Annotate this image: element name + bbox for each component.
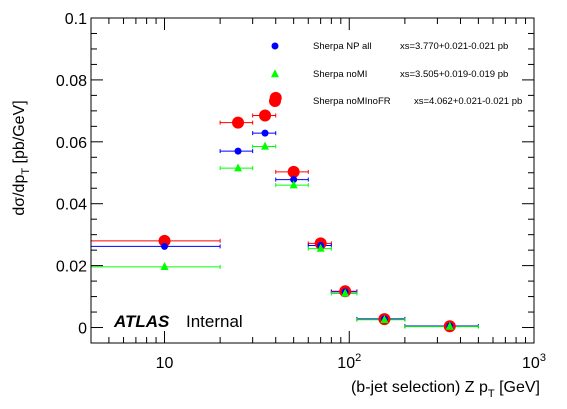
x-axis-ticks: 10 102 103 <box>90 18 546 372</box>
x-axis-title: (b-jet selection) Z pT [GeV] <box>351 379 540 400</box>
data-point <box>160 262 169 271</box>
data-point <box>161 242 169 250</box>
x-tick-label-exponent: 2 <box>355 352 361 364</box>
legend-series-name: Sherpa NP all <box>313 41 371 52</box>
legend-marker <box>271 69 279 78</box>
data-point <box>232 116 245 129</box>
data-point <box>445 321 454 330</box>
x-tick-label: 10 <box>156 355 174 372</box>
atlas-label: ATLAS <box>113 312 170 331</box>
legend-series-name: Sherpa noMI <box>313 69 367 80</box>
x-tick-label-base: 10 <box>522 355 540 372</box>
data-point <box>380 314 389 323</box>
y-tick-label: 0.06 <box>56 135 87 152</box>
plot-frame <box>90 17 535 344</box>
legend-cross-section: xs=3.770+0.021-0.021 pb <box>400 41 508 52</box>
y-tick-label: 0.02 <box>56 259 87 276</box>
data-point <box>234 163 243 172</box>
data-point <box>261 141 270 150</box>
data-point <box>261 129 269 137</box>
data-point <box>316 243 325 252</box>
data-point <box>289 180 298 189</box>
x-tick-label: 102 <box>337 352 361 372</box>
legend-cross-section: xs=3.505+0.019-0.019 pb <box>400 69 508 80</box>
y-tick-label: 0.04 <box>56 197 87 214</box>
y-axis-title: dσ/dpT [pb/GeV] <box>11 100 32 215</box>
data-point <box>290 176 298 184</box>
x-tick-label-base: 10 <box>156 355 174 372</box>
internal-label: Internal <box>186 312 243 331</box>
x-tick-label: 103 <box>522 352 546 372</box>
x-tick-label-exponent: 3 <box>540 352 546 364</box>
y-tick-label: 0.1 <box>65 11 87 28</box>
data-point <box>287 165 300 178</box>
legend-series-name: Sherpa noMInoFR <box>313 96 391 107</box>
data-markers <box>158 91 456 333</box>
data-point <box>259 109 272 122</box>
data-point <box>341 288 350 297</box>
y-tick-label: 0.08 <box>56 73 87 90</box>
x-tick-label-base: 10 <box>337 355 355 372</box>
legend-marker <box>269 95 281 107</box>
y-tick-label: 0 <box>78 321 87 338</box>
data-point <box>234 147 242 155</box>
data-point <box>158 234 171 247</box>
legend-cross-section: xs=4.062+0.021-0.021 pb <box>414 96 522 107</box>
y-axis-ticks: 0 0.02 0.04 0.06 0.08 0.1 <box>56 11 534 344</box>
legend: Sherpa NP all xs=3.770+0.021-0.021 pb Sher… <box>269 41 522 107</box>
legend-marker <box>271 42 279 50</box>
